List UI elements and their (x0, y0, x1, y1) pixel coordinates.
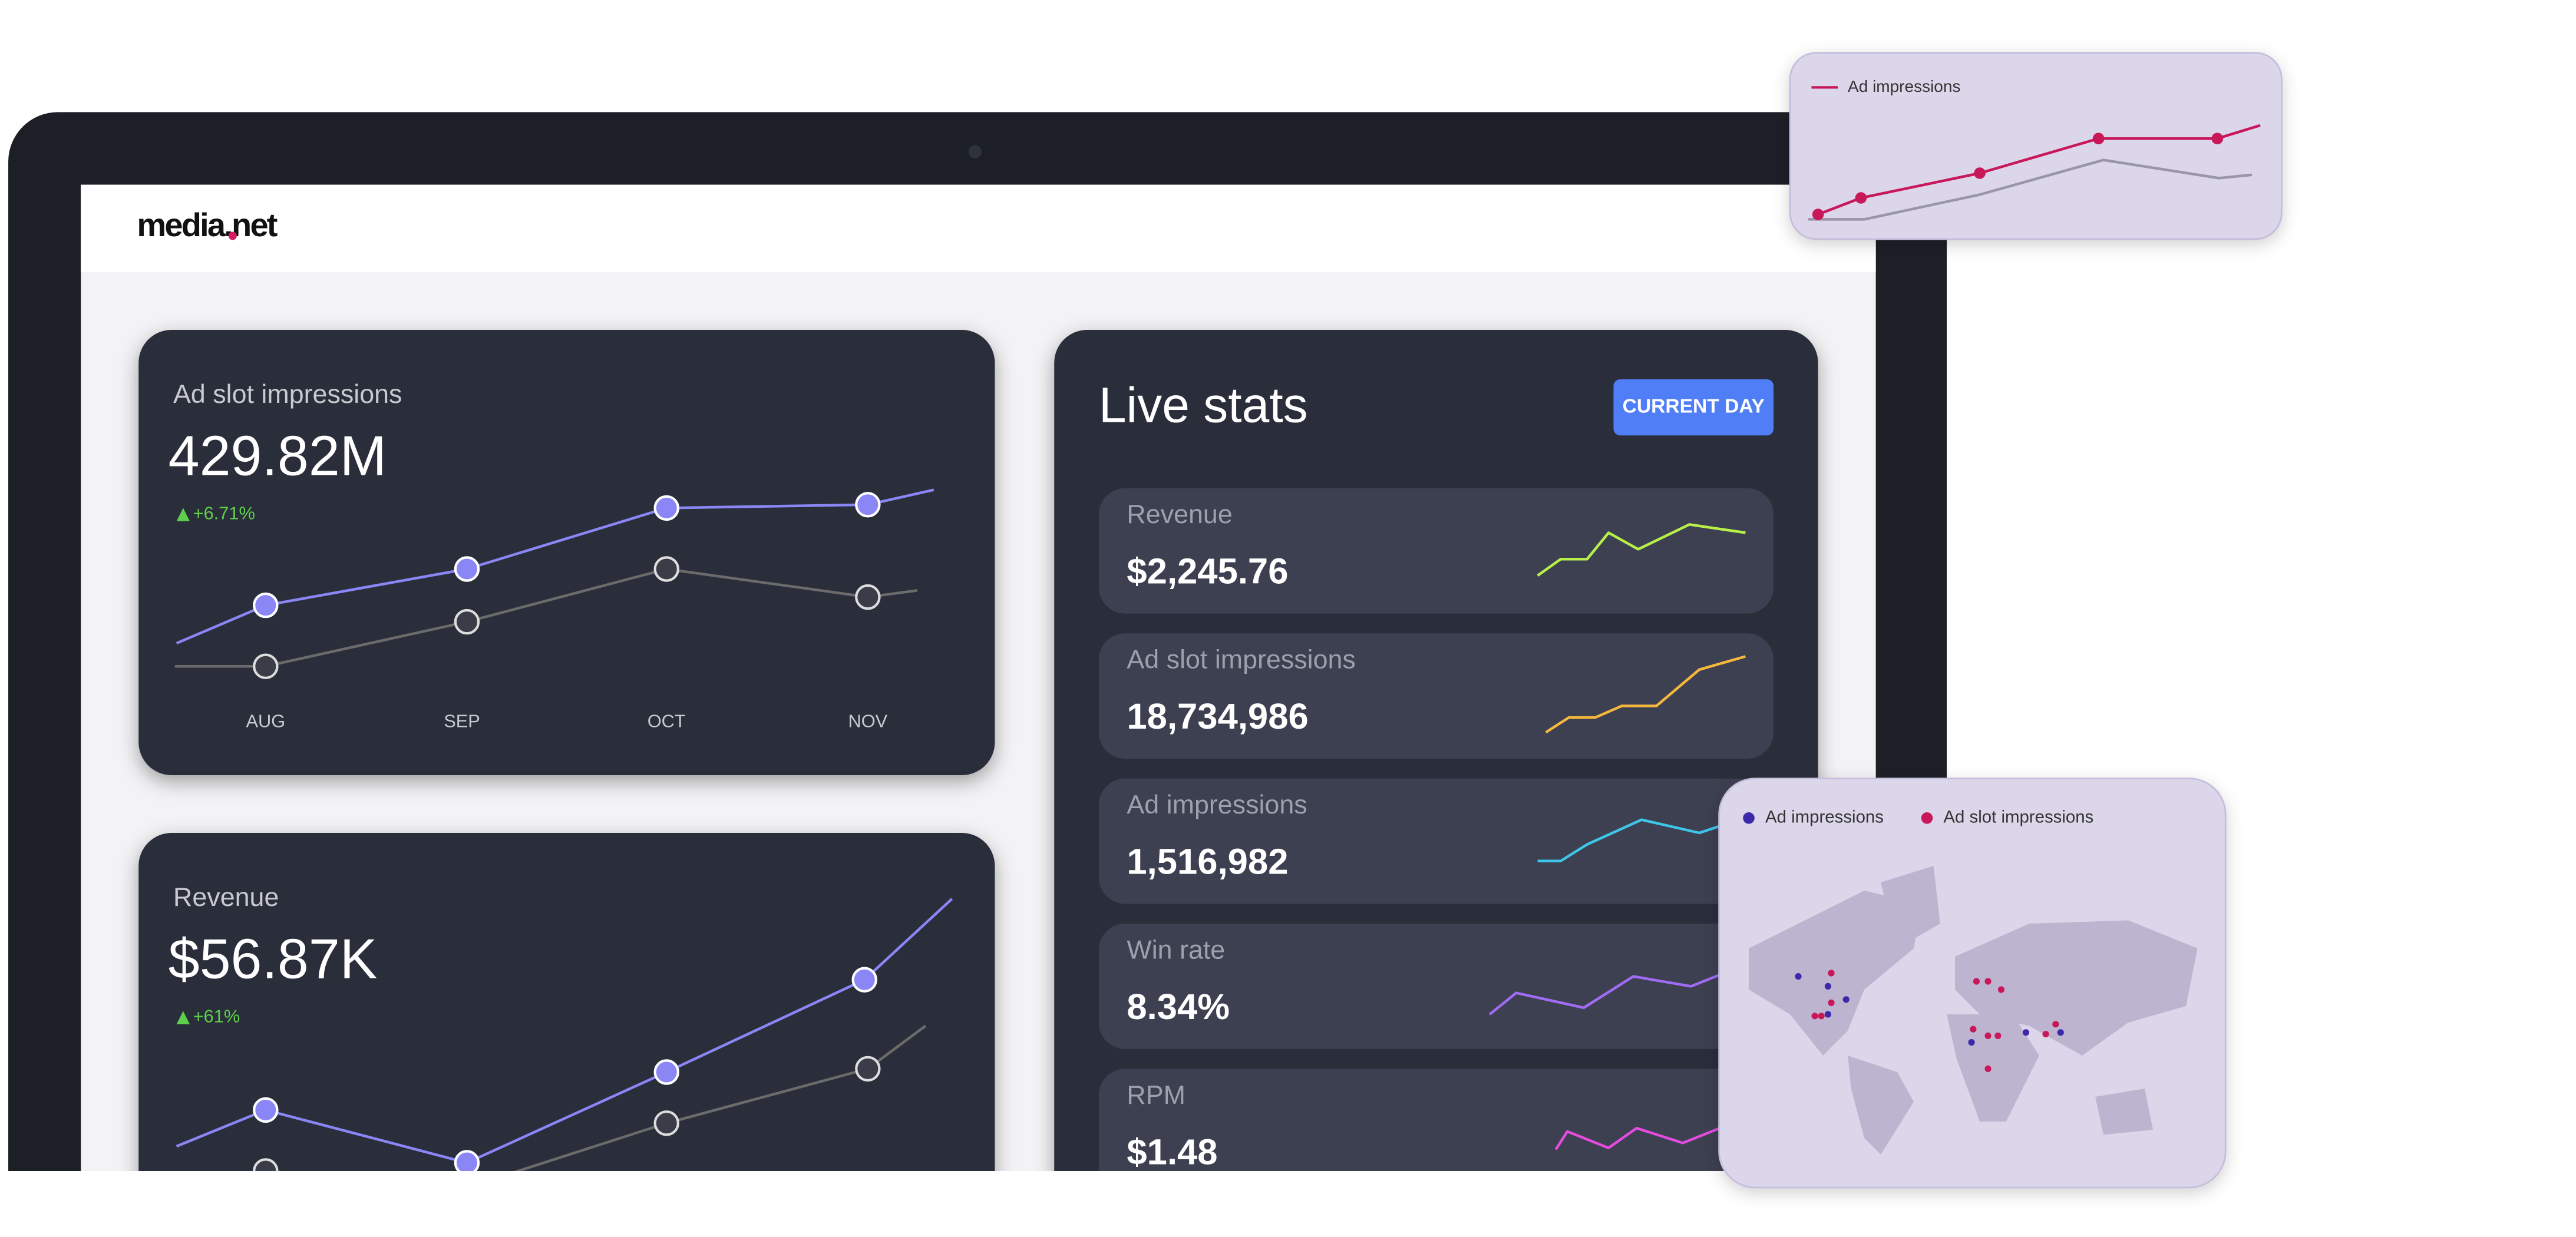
point (454, 608, 480, 635)
point (1974, 167, 1986, 179)
laptop: media.net Ad slot impressions 429.82M +6… (8, 112, 1947, 1172)
month-label: NOV (848, 711, 887, 732)
map-dot (1970, 1026, 1977, 1033)
sparkline (1537, 818, 1725, 862)
map-dot (1795, 973, 1802, 980)
map-dot (1968, 1039, 1975, 1046)
continent (1749, 891, 1923, 1056)
up-arrow (176, 508, 190, 521)
ad-slot-dots (1811, 970, 2059, 1072)
point (851, 967, 877, 993)
point (454, 556, 480, 582)
map-dot (2057, 1029, 2064, 1036)
point (253, 653, 279, 679)
continent (2095, 1089, 2154, 1135)
stat-label: Ad slot impressions (1127, 645, 1355, 674)
point (253, 592, 279, 618)
stat-label: Revenue (1127, 500, 1232, 529)
point (653, 556, 679, 582)
point (855, 492, 881, 518)
point (454, 1150, 480, 1171)
line (1817, 124, 2261, 216)
month-label: AUG (246, 711, 285, 732)
stat-rows: Revenue $2,245.76 Ad slot impressions 18,73… (1098, 488, 1774, 1172)
map-dot (1973, 978, 1980, 985)
button-label[interactable]: CURRENT DAY (1623, 395, 1765, 417)
logo[interactable]: media.net (137, 206, 279, 243)
stat-label: Ad impressions (1127, 790, 1307, 819)
point (653, 495, 679, 521)
card-value: $56.87K (169, 928, 378, 990)
map-dot (1984, 978, 1992, 985)
map-dot (1984, 1065, 1992, 1072)
map-dot (1824, 1011, 1832, 1018)
card (138, 833, 995, 1171)
point (653, 1110, 679, 1136)
stat-value: 18,734,986 (1127, 696, 1308, 737)
map-dot (2042, 1031, 2049, 1038)
stat-row (1098, 488, 1774, 614)
legend-dot (1743, 812, 1755, 824)
ad-impression-dots (1795, 973, 2064, 1046)
map-dot (1984, 1032, 1992, 1039)
sparkline (1545, 655, 1746, 734)
stat-row (1098, 924, 1774, 1049)
card-change: +61% (193, 1006, 240, 1027)
map-dot (1811, 1013, 1818, 1020)
card-title: Revenue (173, 882, 279, 912)
map-dot (1997, 986, 2005, 993)
stat-value: 8.34% (1127, 987, 1230, 1027)
panel-title: Live stats (1099, 378, 1308, 433)
stat-row (1098, 778, 1774, 904)
map-dot (1824, 983, 1832, 990)
point (1855, 192, 1867, 204)
month-label: SEP (444, 711, 480, 732)
map-dot (2052, 1021, 2059, 1028)
sparkline (1554, 1125, 1725, 1150)
point (253, 1097, 279, 1123)
legend-dot (1921, 812, 1933, 824)
camera (968, 145, 982, 158)
map-dot (1994, 1032, 2002, 1039)
map-dot (2022, 1029, 2030, 1036)
stat-value: $1.48 (1127, 1132, 1217, 1172)
current-day-button[interactable] (1613, 379, 1774, 436)
sparkline (1537, 523, 1746, 577)
stat-label: RPM (1127, 1080, 1185, 1110)
map-dot (1828, 970, 1835, 977)
card-change: +6.71% (193, 503, 255, 524)
stat-value: $2,245.76 (1127, 551, 1288, 592)
sparkline (1489, 971, 1725, 1016)
point (855, 584, 881, 610)
line (176, 898, 953, 1165)
stat-row (1098, 633, 1774, 759)
continent (1881, 866, 1940, 948)
point (2092, 133, 2105, 144)
line-card (1789, 52, 2283, 240)
legend-label: Ad slot impressions (1943, 808, 2093, 827)
line (1808, 158, 2253, 221)
legend-label: Ad impressions (1765, 808, 1884, 827)
card-title: Ad slot impressions (173, 379, 402, 409)
point (2211, 133, 2224, 144)
point (253, 1158, 279, 1171)
header-bar (81, 184, 1876, 272)
map-dot (1828, 999, 1835, 1006)
card-value: 429.82M (169, 425, 387, 487)
stat-label: Win rate (1127, 935, 1225, 964)
month-label: OCT (648, 711, 686, 732)
logo-dot (228, 231, 237, 240)
map-dot (1818, 1013, 1825, 1020)
point (1812, 209, 1824, 220)
point (653, 1059, 679, 1085)
point (855, 1056, 881, 1082)
stat-value: 1,516,982 (1127, 841, 1288, 882)
continent (1848, 1056, 1914, 1155)
map-dot (1842, 996, 1850, 1003)
up-arrow (176, 1011, 190, 1024)
card (138, 330, 995, 775)
line-points (1812, 133, 2224, 220)
legend-label: Ad impressions (1848, 77, 1960, 95)
